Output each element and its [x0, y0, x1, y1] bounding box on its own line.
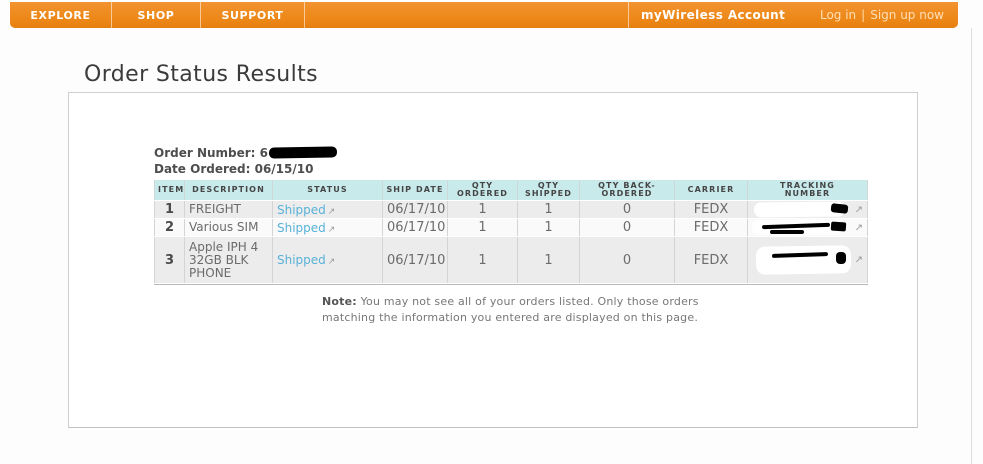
- shipped-link[interactable]: Shipped: [277, 253, 326, 267]
- col-header-carrier: CARRIER: [675, 180, 748, 200]
- external-link-icon[interactable]: ↗: [327, 257, 336, 267]
- qty-ordered: 1: [448, 219, 518, 236]
- table-header-row: ITEM DESCRIPTION STATUS SHIP DATE QTY OR…: [154, 180, 868, 200]
- ship-date: 06/17/10: [383, 219, 448, 236]
- redaction-scribble: [268, 145, 338, 159]
- col-header-description: DESCRIPTION: [185, 180, 273, 200]
- carrier: FEDX: [675, 237, 748, 283]
- external-link-icon[interactable]: ↗: [854, 222, 863, 233]
- nav-separator: [628, 2, 629, 28]
- order-number-label: Order Number:: [154, 146, 256, 160]
- item-number: 2: [154, 219, 185, 236]
- ship-date: 06/17/10: [383, 201, 448, 218]
- qty-shipped: 1: [518, 237, 580, 283]
- nav-separator: [111, 2, 112, 28]
- item-description: FREIGHT: [185, 201, 273, 218]
- order-info: Order Number: 6 Date Ordered: 06/15/10: [154, 145, 338, 177]
- page-title: Order Status Results: [84, 62, 319, 87]
- redaction-scribble: [830, 221, 847, 232]
- qty-shipped: 1: [518, 219, 580, 236]
- page-right-edge-divider: [971, 28, 972, 464]
- col-header-tracking-number: TRACKING NUMBER: [748, 180, 868, 200]
- qty-shipped: 1: [518, 201, 580, 218]
- external-link-icon[interactable]: ↗: [327, 206, 336, 217]
- carrier: FEDX: [675, 219, 748, 236]
- item-description: Various SIM: [185, 219, 273, 236]
- status-cell: Shipped ↗: [273, 237, 383, 283]
- qty-back-ordered: 0: [580, 201, 675, 218]
- carrier: FEDX: [675, 201, 748, 218]
- item-number: 1: [154, 201, 185, 218]
- nav-tab-support[interactable]: SUPPORT: [221, 8, 284, 22]
- login-signup-divider: |: [861, 8, 866, 22]
- tracking-number-cell: ↗: [748, 201, 868, 218]
- col-header-qty-ordered: QTY ORDERED: [448, 180, 518, 200]
- col-header-item: ITEM: [154, 180, 185, 200]
- note-text: You may not see all of your orders liste…: [322, 295, 699, 324]
- redacted-tracking-number: ↗: [748, 237, 867, 283]
- qty-ordered: 1: [448, 237, 518, 283]
- qty-back-ordered: 0: [580, 219, 675, 236]
- ship-date: 06/17/10: [383, 237, 448, 283]
- nav-separator: [200, 2, 201, 28]
- col-header-status: STATUS: [273, 180, 383, 200]
- date-ordered-value: 06/15/10: [254, 162, 314, 176]
- order-number-value: 6: [259, 146, 269, 160]
- orders-note: Note: You may not see all of your orders…: [322, 294, 707, 325]
- mywireless-account-label[interactable]: myWireless Account: [641, 8, 786, 22]
- item-number: 3: [154, 237, 185, 283]
- shipped-link[interactable]: Shipped: [277, 202, 326, 217]
- table-row: 2 Various SIM Shipped ↗ 06/17/10 1 1 0 FE…: [154, 219, 868, 236]
- table-row: 1 FREIGHT Shipped ↗ 06/17/10 1 1 0 FEDX ↗: [154, 201, 868, 218]
- redacted-tracking-number: ↗: [748, 201, 867, 218]
- external-link-icon[interactable]: ↗: [327, 224, 336, 235]
- order-status-table: ITEM DESCRIPTION STATUS SHIP DATE QTY OR…: [154, 179, 868, 285]
- qty-back-ordered: 0: [580, 237, 675, 283]
- login-link[interactable]: Log in: [819, 8, 857, 22]
- note-label: Note:: [322, 295, 357, 308]
- date-ordered-label: Date Ordered:: [154, 162, 251, 176]
- signup-link[interactable]: Sign up now: [870, 8, 944, 22]
- order-number-line: Order Number: 6: [154, 145, 338, 161]
- redaction-scribble: [770, 230, 804, 234]
- nav-spacer: [785, 2, 820, 28]
- col-header-qty-shipped: QTY SHIPPED: [518, 180, 580, 200]
- status-cell: Shipped ↗: [273, 219, 383, 236]
- date-ordered-line: Date Ordered: 06/15/10: [154, 161, 337, 177]
- order-status-panel: Order Number: 6 Date Ordered: 06/15/10 I…: [68, 92, 918, 428]
- status-cell: Shipped ↗: [273, 201, 383, 218]
- item-description: Apple IPH 4 32GB BLK PHONE: [185, 237, 273, 283]
- qty-ordered: 1: [448, 201, 518, 218]
- redaction-scribble: [836, 252, 846, 264]
- redaction-scribble: [830, 203, 849, 214]
- tracking-number-cell: ↗: [748, 219, 868, 236]
- redacted-tracking-number: ↗: [748, 219, 867, 236]
- tracking-number-cell: ↗: [748, 237, 868, 283]
- col-header-ship-date: SHIP DATE: [383, 180, 448, 200]
- nav-tab-shop[interactable]: SHOP: [137, 8, 175, 22]
- col-header-qty-back-ordered: QTY BACK-ORDERED: [580, 180, 675, 200]
- nav-tab-explore[interactable]: EXPLORE: [30, 8, 91, 22]
- table-row: 3 Apple IPH 4 32GB BLK PHONE Shipped ↗ 06…: [154, 237, 868, 283]
- external-link-icon[interactable]: ↗: [854, 204, 863, 215]
- nav-spacer: [305, 2, 628, 28]
- login-area: Log in | Sign up now: [820, 2, 958, 28]
- external-link-icon[interactable]: ↗: [854, 254, 863, 266]
- nav-separator: [304, 2, 305, 28]
- top-nav-bar: EXPLORE SHOP SUPPORT myWireless Account …: [10, 2, 958, 28]
- shipped-link[interactable]: Shipped: [277, 220, 326, 235]
